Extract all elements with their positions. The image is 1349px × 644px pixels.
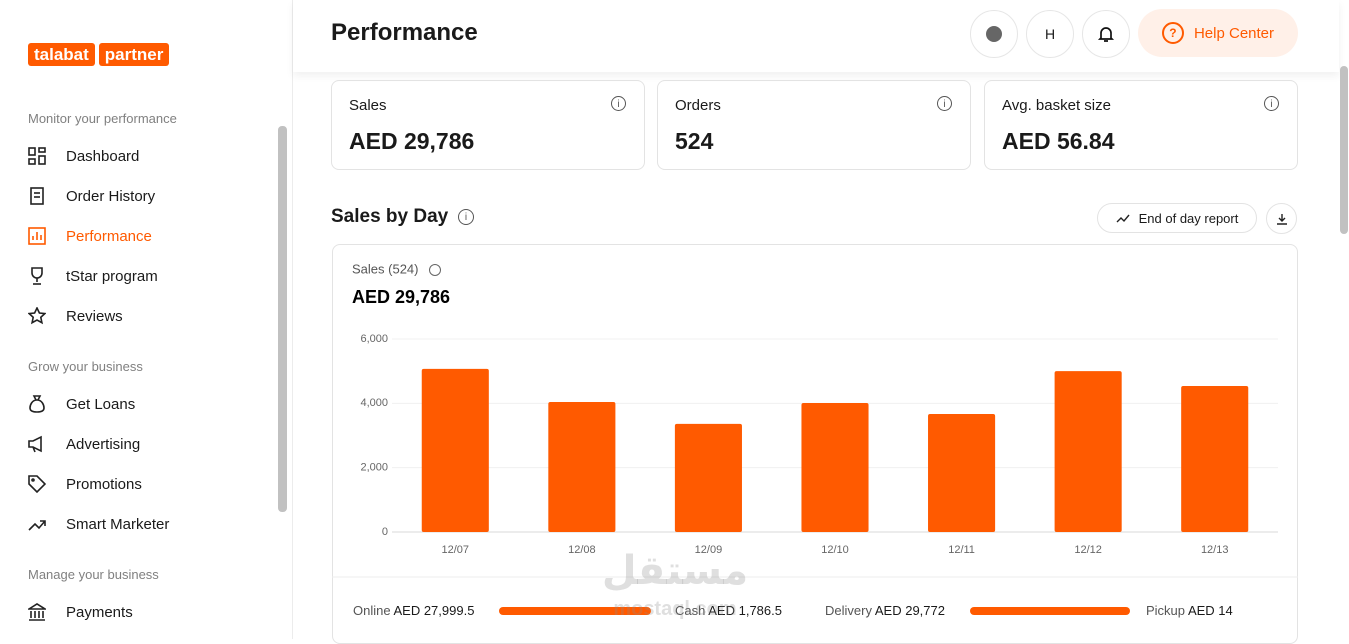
breakdown-bar (970, 607, 1130, 615)
nav-label: Performance (66, 227, 152, 245)
info-icon[interactable]: i (937, 96, 952, 111)
y-tick-label: 0 (382, 526, 388, 538)
breakdown-label: Pickup (1146, 603, 1186, 618)
logo-text: talabat (28, 43, 95, 66)
bar (548, 402, 616, 532)
breakdown-value: AED 1,786.5 (708, 603, 782, 618)
breakdown-label: Online (353, 603, 391, 618)
bar (801, 403, 869, 532)
breakdown-item: Online AED 27,999.5 (353, 603, 474, 618)
x-tick-label: 12/13 (1201, 544, 1229, 556)
nav-item[interactable]: tStar program (28, 267, 158, 285)
breakdown-value: AED 27,999.5 (393, 603, 475, 618)
kpi-value: AED 56.84 (1002, 128, 1115, 154)
y-tick-label: 6,000 (360, 333, 388, 345)
bar (928, 413, 996, 532)
nav-item[interactable]: Dashboard (28, 147, 139, 165)
nav-label: Reviews (66, 307, 123, 325)
y-tick-label: 4,000 (360, 397, 388, 409)
info-icon[interactable]: i (458, 209, 474, 225)
nav-item[interactable]: Order History (28, 187, 155, 205)
section-title: Grow your business (28, 359, 143, 374)
scrollbar[interactable] (1340, 66, 1348, 234)
help-button[interactable]: ? Help Center (1138, 9, 1298, 57)
kpi-label: Sales (349, 97, 387, 114)
report-label: End of day report (1138, 210, 1239, 226)
nav-item[interactable]: Payments (28, 603, 133, 621)
bar (1181, 385, 1249, 532)
breakdown-item: Delivery AED 29,772 (825, 603, 945, 618)
nav-label: tStar program (66, 267, 158, 285)
chart-subtitle: Sales (524) (352, 261, 418, 276)
info-icon[interactable] (429, 264, 441, 276)
scrollbar[interactable] (278, 126, 287, 512)
help-label: Help Center (1193, 24, 1275, 42)
nav-label: Dashboard (66, 147, 140, 165)
info-icon[interactable]: i (611, 96, 626, 111)
section-title: Monitor your performance (28, 111, 177, 126)
nav-item[interactable]: Performance (28, 227, 152, 245)
breakdown-item: Cash AED 1,786.5 (675, 603, 782, 618)
bar (421, 368, 489, 532)
kpi-card: Avg. basket size AED 56.84 i (984, 80, 1298, 170)
nav-label: Get Loans (66, 395, 136, 413)
kpi-label: Orders (675, 97, 721, 114)
nav-item[interactable]: Advertising (28, 435, 140, 453)
x-tick-label: 12/09 (695, 544, 723, 556)
nav-label: Order History (66, 187, 156, 205)
kpi-card: Orders 524 i (657, 80, 971, 170)
kpi-value: 524 (675, 128, 714, 154)
report-button[interactable]: End of day report (1097, 203, 1257, 233)
kpi-label: Avg. basket size (1002, 97, 1111, 114)
nav-item[interactable]: Smart Marketer (28, 515, 169, 533)
section-title: Sales by Day (331, 206, 449, 227)
nav-item[interactable]: Promotions (28, 475, 142, 493)
kpi-value: AED 29,786 (349, 128, 475, 154)
logo-text: partner (98, 43, 170, 66)
x-tick-label: 12/11 (948, 544, 975, 556)
y-tick-label: 2,000 (360, 462, 388, 474)
breakdown-value: AED 29,772 (874, 603, 945, 618)
download-button[interactable] (1266, 203, 1297, 234)
nav-label: Payments (66, 603, 133, 621)
breakdown-bar (499, 607, 651, 615)
avatar-button[interactable]: H (1026, 10, 1074, 58)
page-title: Performance (331, 19, 478, 46)
breakdown-item: Pickup AED 14 (1146, 603, 1233, 618)
status-button[interactable] (970, 10, 1018, 58)
sidebar: talabat partner Monitor your performance … (0, 0, 293, 639)
breakdown-label: Delivery (825, 603, 872, 618)
breakdown-label: Cash (675, 603, 706, 618)
nav-item[interactable]: Reviews (28, 307, 123, 325)
kpi-card: Sales AED 29,786 i (331, 80, 645, 170)
header: Performance H ? Help Center (293, 0, 1339, 72)
chart: Sales (524) AED 29,786 0 2,000 4,000 6,000 1… (332, 261, 1298, 578)
nav-label: Smart Marketer (66, 515, 170, 533)
bar (1054, 371, 1122, 532)
notification-button[interactable] (1082, 10, 1130, 58)
x-tick-label: 12/12 (1074, 544, 1102, 556)
chart-title: AED 29,786 (352, 287, 450, 307)
x-tick-label: 12/07 (442, 544, 470, 556)
logo[interactable]: talabat partner (28, 43, 173, 66)
info-icon[interactable]: i (1264, 96, 1279, 111)
nav-label: Promotions (66, 475, 142, 493)
x-tick-label: 12/10 (821, 544, 849, 556)
bar (674, 423, 742, 532)
breakdown-value: AED 14 (1187, 603, 1233, 618)
nav-item[interactable]: Get Loans (28, 395, 135, 413)
watermark: mostaql.com (613, 598, 737, 620)
watermark: مستقل (601, 549, 749, 593)
nav-label: Advertising (66, 435, 141, 453)
section-title: Manage your business (28, 567, 159, 582)
x-tick-label: 12/08 (568, 544, 596, 556)
